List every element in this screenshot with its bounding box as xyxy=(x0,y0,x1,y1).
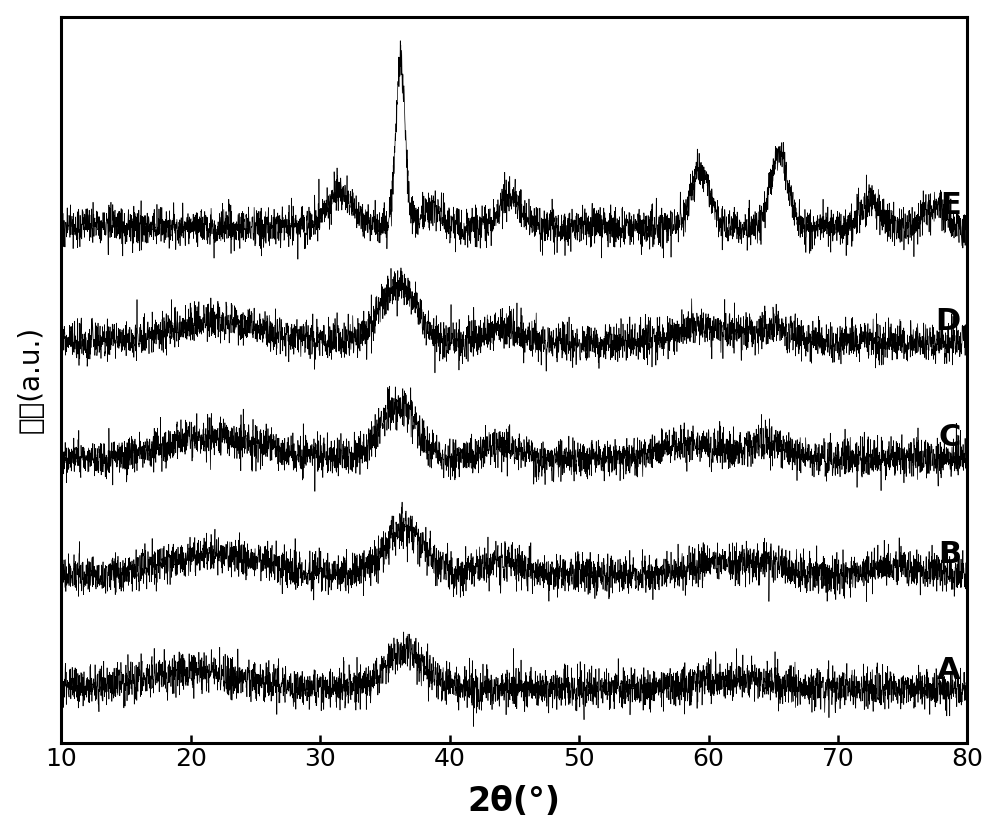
X-axis label: 2θ(°): 2θ(°) xyxy=(468,786,561,818)
Text: D: D xyxy=(936,307,961,336)
Text: E: E xyxy=(940,190,961,220)
Text: B: B xyxy=(938,539,961,569)
Y-axis label: 强度(a.u.): 强度(a.u.) xyxy=(17,326,45,433)
Text: A: A xyxy=(937,656,961,686)
Text: C: C xyxy=(939,423,961,453)
